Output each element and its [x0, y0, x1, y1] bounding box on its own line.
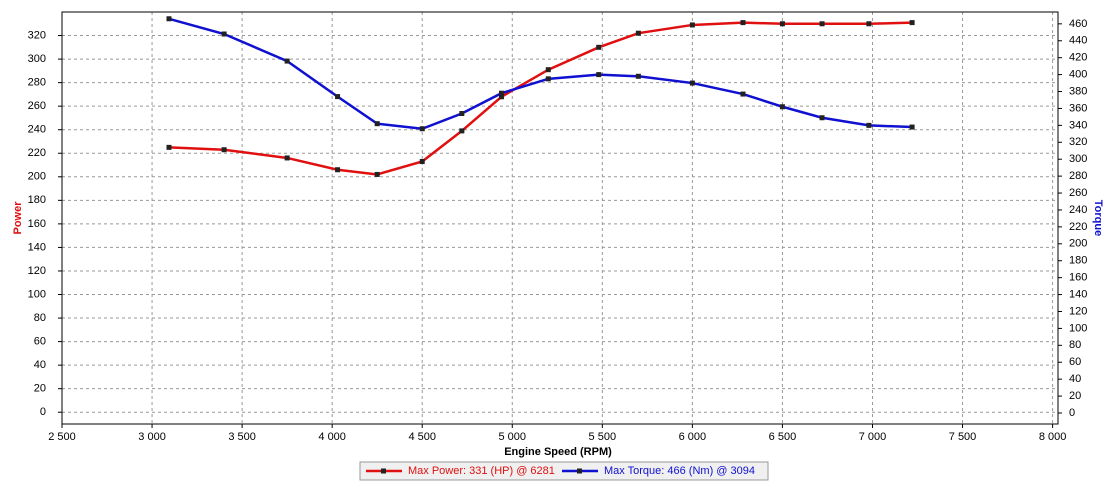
y2-tick-label: 200	[1069, 238, 1087, 250]
point	[335, 94, 341, 100]
point	[284, 155, 290, 161]
point	[459, 128, 465, 134]
legend-marker	[577, 468, 582, 474]
point	[419, 126, 425, 132]
y-tick-label: 0	[40, 406, 46, 418]
y-tick-label: 120	[28, 265, 46, 277]
point	[166, 16, 172, 22]
y2-tick-label: 180	[1069, 255, 1087, 267]
point	[221, 147, 227, 153]
legend-label: Max Torque: 466 (Nm) @ 3094	[604, 465, 755, 477]
point	[545, 67, 551, 73]
y2-tick-label: 60	[1069, 356, 1081, 368]
y-tick-label: 200	[28, 171, 46, 183]
y-tick-label: 320	[28, 29, 46, 41]
point	[335, 167, 341, 173]
y2-tick-label: 320	[1069, 136, 1087, 148]
x-tick-label: 4 500	[408, 431, 436, 443]
y2-tick-label: 100	[1069, 322, 1087, 334]
plot-frame	[61, 11, 1059, 425]
y-tick-label: 260	[28, 100, 46, 112]
point	[635, 30, 641, 36]
x-tick-label: 2 500	[48, 431, 76, 443]
y2-tick-label: 0	[1069, 407, 1075, 419]
y2-tick-label: 80	[1069, 339, 1081, 351]
x-tick-label: 6 500	[769, 431, 797, 443]
y2-tick-label: 360	[1069, 102, 1087, 114]
y2-axis-title: Torque	[1092, 200, 1104, 236]
point	[498, 90, 504, 96]
y2-tick-label: 300	[1069, 153, 1087, 165]
x-tick-label: 3 500	[228, 431, 256, 443]
y2-tick-label: 380	[1069, 85, 1087, 97]
y2-tick-label: 240	[1069, 204, 1087, 216]
y2-tick-label: 20	[1069, 390, 1081, 402]
point	[166, 144, 172, 150]
y-axis-title: Power	[12, 201, 24, 235]
point	[596, 44, 602, 50]
point	[596, 72, 602, 78]
point	[909, 20, 915, 26]
y2-tick-label: 140	[1069, 288, 1087, 300]
y-tick-label: 40	[34, 359, 46, 371]
legend-label: Max Power: 331 (HP) @ 6281	[408, 465, 555, 477]
y2-tick-label: 420	[1069, 52, 1087, 64]
point	[284, 58, 290, 64]
y-tick-label: 300	[28, 53, 46, 65]
x-tick-label: 3 000	[138, 431, 166, 443]
point	[419, 158, 425, 164]
x-tick-label: 4 000	[318, 431, 346, 443]
legend-marker	[381, 468, 386, 474]
y-tick-label: 100	[28, 288, 46, 300]
y-tick-label: 180	[28, 194, 46, 206]
x-tick-label: 5 500	[589, 431, 617, 443]
y2-tick-label: 120	[1069, 305, 1087, 317]
y-tick-label: 140	[28, 241, 46, 253]
point	[545, 76, 551, 82]
y2-tick-label: 220	[1069, 221, 1087, 233]
y-tick-label: 80	[34, 312, 46, 324]
y2-tick-label: 260	[1069, 187, 1087, 199]
x-tick-label: 7 500	[949, 431, 977, 443]
y2-tick-label: 460	[1069, 18, 1087, 30]
point	[689, 80, 695, 86]
point	[498, 94, 504, 100]
point	[689, 22, 695, 28]
point	[819, 115, 825, 121]
point	[740, 20, 746, 26]
point	[866, 21, 872, 27]
y2-tick-label: 160	[1069, 272, 1087, 284]
y2-tick-label: 280	[1069, 170, 1087, 182]
point	[779, 21, 785, 27]
x-tick-label: 7 000	[859, 431, 887, 443]
x-tick-label: 6 000	[679, 431, 707, 443]
y2-tick-label: 440	[1069, 35, 1087, 47]
y-tick-label: 240	[28, 124, 46, 136]
y-tick-label: 220	[28, 147, 46, 159]
x-axis-title: Engine Speed (RPM)	[504, 446, 612, 458]
y2-tick-label: 340	[1069, 119, 1087, 131]
point	[740, 91, 746, 97]
point	[374, 171, 380, 177]
point	[909, 124, 915, 130]
point	[221, 31, 227, 37]
y-tick-label: 20	[34, 383, 46, 395]
y2-tick-label: 400	[1069, 69, 1087, 81]
y-tick-label: 160	[28, 218, 46, 230]
y-tick-label: 60	[34, 336, 46, 348]
x-tick-label: 5 000	[499, 431, 527, 443]
point	[459, 111, 465, 117]
point	[819, 21, 825, 27]
point	[779, 104, 785, 110]
point	[374, 121, 380, 127]
point	[635, 73, 641, 79]
y2-tick-label: 40	[1069, 373, 1081, 385]
x-tick-label: 8 000	[1039, 431, 1067, 443]
y-tick-label: 280	[28, 77, 46, 89]
point	[866, 122, 872, 128]
